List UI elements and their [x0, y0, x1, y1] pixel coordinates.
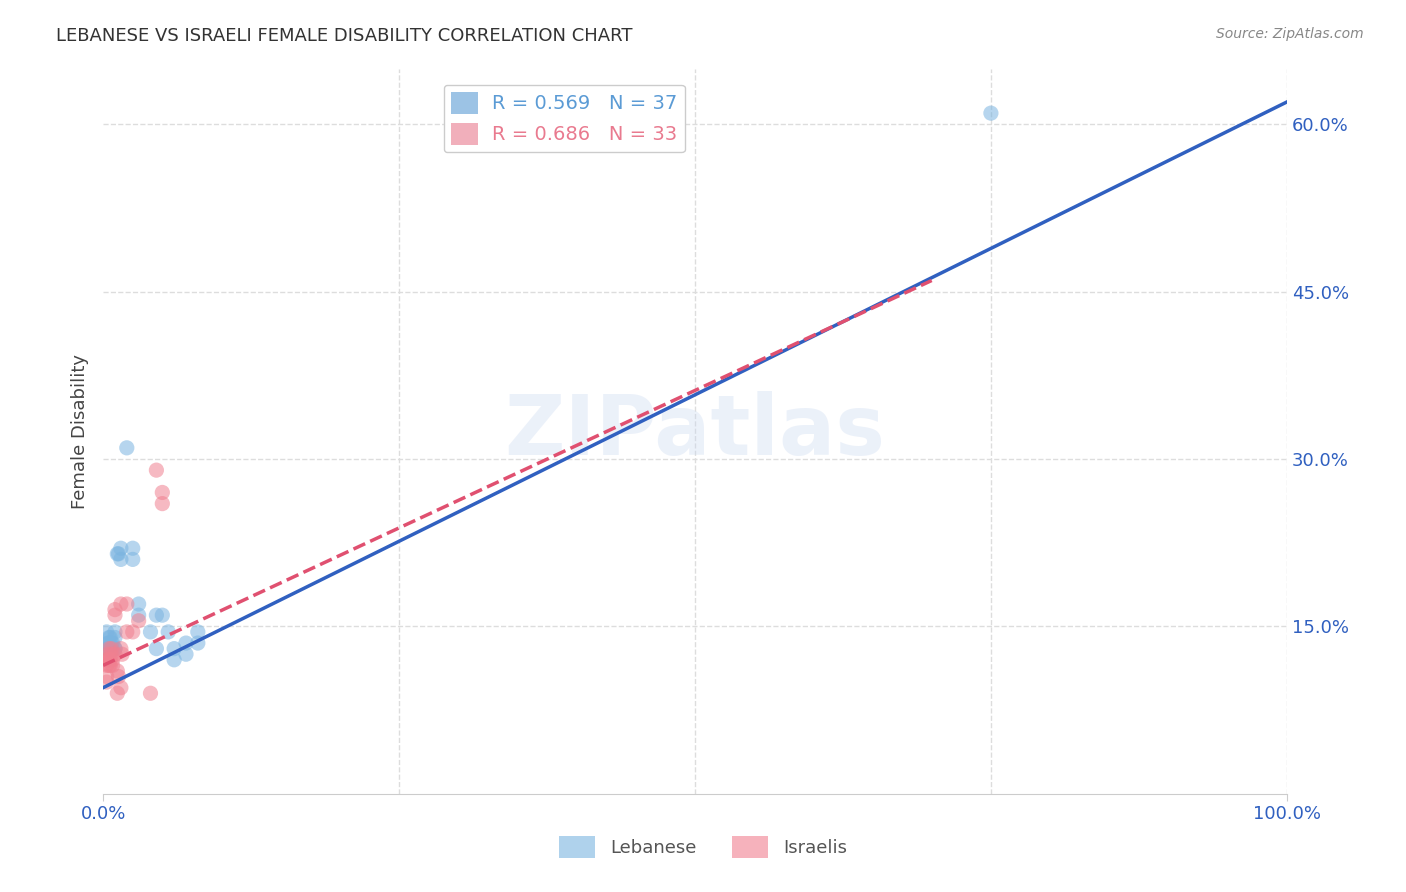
Point — [139, 624, 162, 639]
Point — [145, 608, 167, 623]
Point — [145, 641, 167, 656]
Point — [105, 686, 128, 700]
Point — [104, 641, 127, 656]
Point — [96, 641, 118, 656]
Point — [101, 636, 124, 650]
Point — [980, 106, 1002, 120]
Legend: Lebanese, Israelis: Lebanese, Israelis — [553, 829, 853, 865]
Point — [104, 602, 127, 616]
Point — [104, 624, 127, 639]
Point — [111, 647, 134, 661]
Point — [110, 597, 132, 611]
Y-axis label: Female Disability: Female Disability — [72, 353, 89, 508]
Point — [163, 641, 186, 656]
Point — [115, 597, 138, 611]
Point — [98, 636, 121, 650]
Point — [187, 636, 209, 650]
Point — [98, 631, 121, 645]
Point — [98, 641, 121, 656]
Point — [121, 624, 143, 639]
Point — [174, 647, 197, 661]
Point — [115, 441, 138, 455]
Point — [98, 658, 121, 673]
Legend: R = 0.569   N = 37, R = 0.686   N = 33: R = 0.569 N = 37, R = 0.686 N = 33 — [444, 85, 685, 153]
Point — [128, 608, 150, 623]
Point — [101, 658, 124, 673]
Point — [100, 641, 122, 656]
Point — [150, 497, 173, 511]
Point — [157, 624, 180, 639]
Point — [104, 631, 127, 645]
Point — [187, 624, 209, 639]
Point — [139, 686, 162, 700]
Point — [98, 641, 121, 656]
Point — [174, 636, 197, 650]
Point — [150, 485, 173, 500]
Point — [104, 641, 127, 656]
Point — [97, 647, 120, 661]
Point — [96, 624, 118, 639]
Point — [97, 636, 120, 650]
Point — [98, 653, 121, 667]
Point — [145, 463, 167, 477]
Point — [105, 664, 128, 678]
Point — [105, 547, 128, 561]
Point — [98, 631, 121, 645]
Point — [110, 681, 132, 695]
Point — [100, 647, 122, 661]
Point — [96, 658, 118, 673]
Point — [128, 614, 150, 628]
Point — [96, 653, 118, 667]
Point — [101, 653, 124, 667]
Point — [115, 624, 138, 639]
Point — [98, 653, 121, 667]
Point — [96, 669, 118, 683]
Point — [101, 641, 124, 656]
Point — [110, 641, 132, 656]
Text: LEBANESE VS ISRAELI FEMALE DISABILITY CORRELATION CHART: LEBANESE VS ISRAELI FEMALE DISABILITY CO… — [56, 27, 633, 45]
Point — [97, 653, 120, 667]
Point — [163, 653, 186, 667]
Point — [104, 647, 127, 661]
Point — [100, 641, 122, 656]
Point — [121, 541, 143, 556]
Point — [128, 597, 150, 611]
Point — [98, 658, 121, 673]
Text: Source: ZipAtlas.com: Source: ZipAtlas.com — [1216, 27, 1364, 41]
Point — [110, 541, 132, 556]
Point — [107, 547, 129, 561]
Text: ZIPatlas: ZIPatlas — [505, 391, 886, 472]
Point — [104, 608, 127, 623]
Point — [107, 669, 129, 683]
Point — [110, 552, 132, 566]
Point — [100, 636, 122, 650]
Point — [121, 552, 143, 566]
Point — [96, 675, 118, 690]
Point — [97, 641, 120, 656]
Point — [150, 608, 173, 623]
